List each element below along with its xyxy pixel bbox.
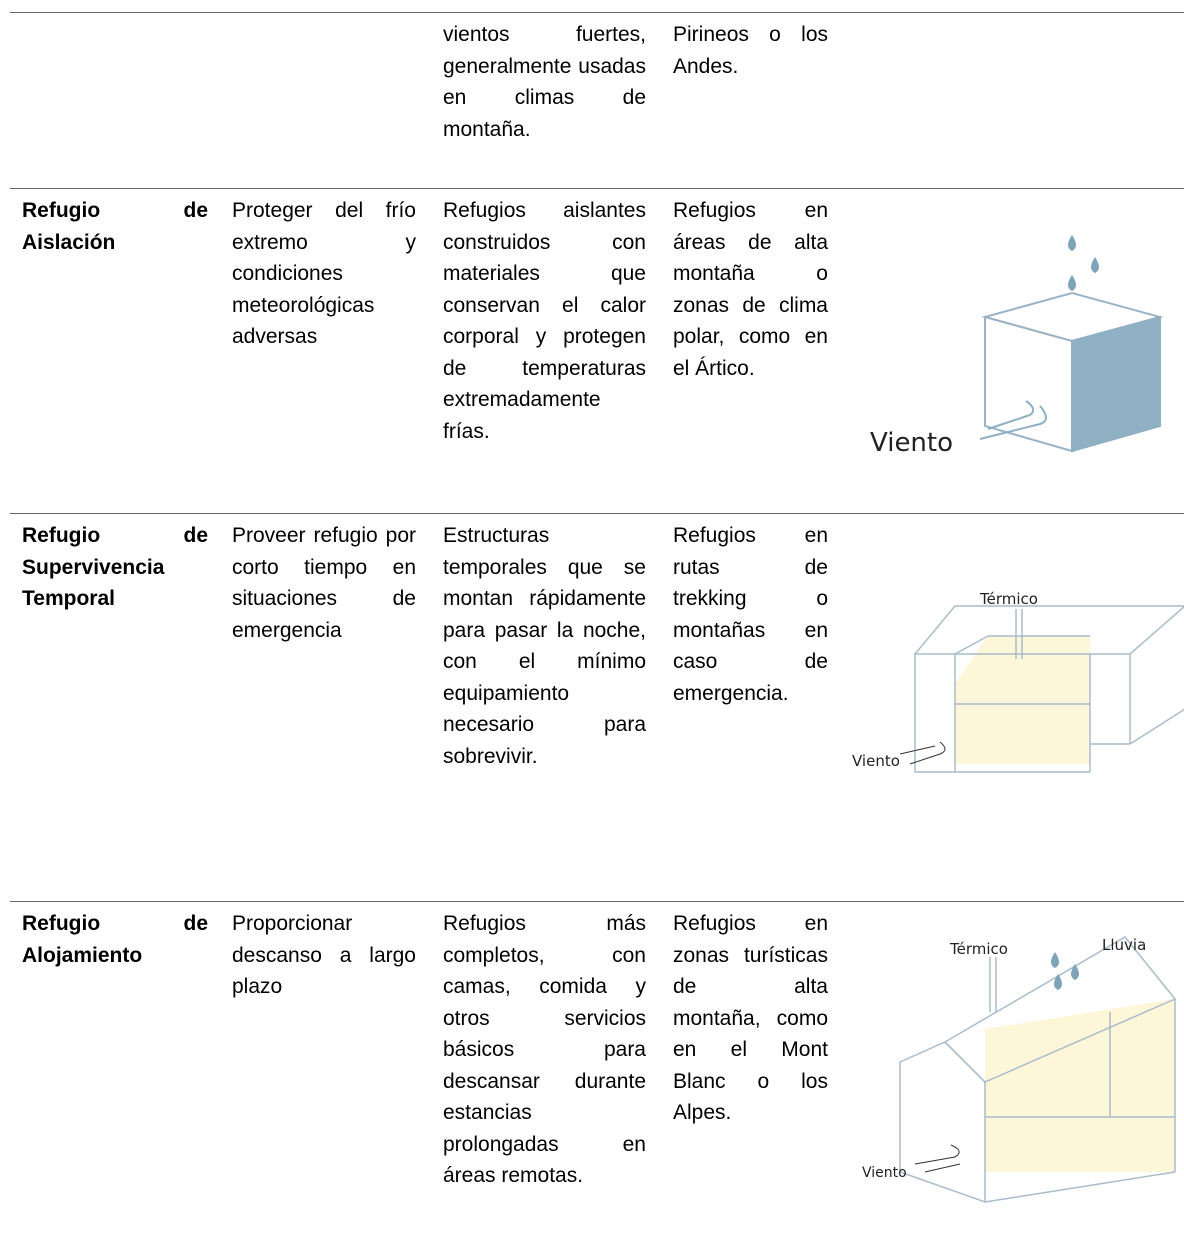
description: Refugios aislantes construidos con mater… [443, 199, 646, 443]
insulation-diagram: Viento [870, 235, 1164, 458]
temporary-diagram: Térmico Viento [852, 590, 1184, 773]
purpose: Proveer refugio por corto tiempo en situ… [232, 524, 416, 642]
table-row: vientos fuertes, generalmente usadas en … [10, 12, 1184, 189]
lodging-diagram: Térmico Lluvia Viento [862, 936, 1177, 1204]
table-row: Refugio de Alojamiento Proporcionar desc… [10, 901, 1184, 1244]
diagram-label: Viento [852, 752, 900, 770]
description: Refugios más completos, con camas, comid… [443, 912, 646, 1187]
location: Refugios en zonas turísticas de alta mon… [673, 912, 828, 1124]
shelter-name: Refugio de Supervivencia Temporal [22, 524, 208, 610]
diagram-label: Viento [870, 428, 953, 458]
shelter-name: Refugio de Alojamiento [22, 912, 208, 967]
location: Pirineos o los Andes. [673, 23, 828, 78]
description: Estructuras temporales que se montan ráp… [443, 524, 646, 768]
purpose: Proporcionar descanso a largo plazo [232, 912, 416, 998]
description: vientos fuertes, generalmente usadas en … [443, 23, 646, 141]
diagram-label: Viento [862, 1165, 907, 1181]
location: Refugios en áreas de alta montaña o zona… [673, 199, 828, 380]
shelter-name: Refugio de Aislación [22, 199, 208, 254]
diagram-label: Térmico [949, 940, 1008, 958]
table-row: Refugio de Supervivencia Temporal Provee… [10, 513, 1184, 902]
table-row: Refugio de Aislación Proteger del frío e… [10, 188, 1184, 514]
diagram-label: Lluvia [1102, 936, 1146, 954]
diagram-label: Térmico [979, 590, 1038, 608]
purpose: Proteger del frío extremo y condiciones … [232, 199, 416, 348]
location: Refugios en rutas de trekking o montañas… [673, 524, 828, 705]
